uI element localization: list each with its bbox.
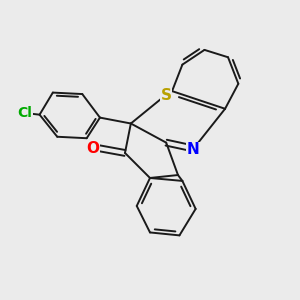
Text: S: S: [161, 88, 172, 103]
Text: N: N: [186, 142, 199, 158]
Text: Cl: Cl: [17, 106, 32, 120]
Text: O: O: [86, 141, 99, 156]
